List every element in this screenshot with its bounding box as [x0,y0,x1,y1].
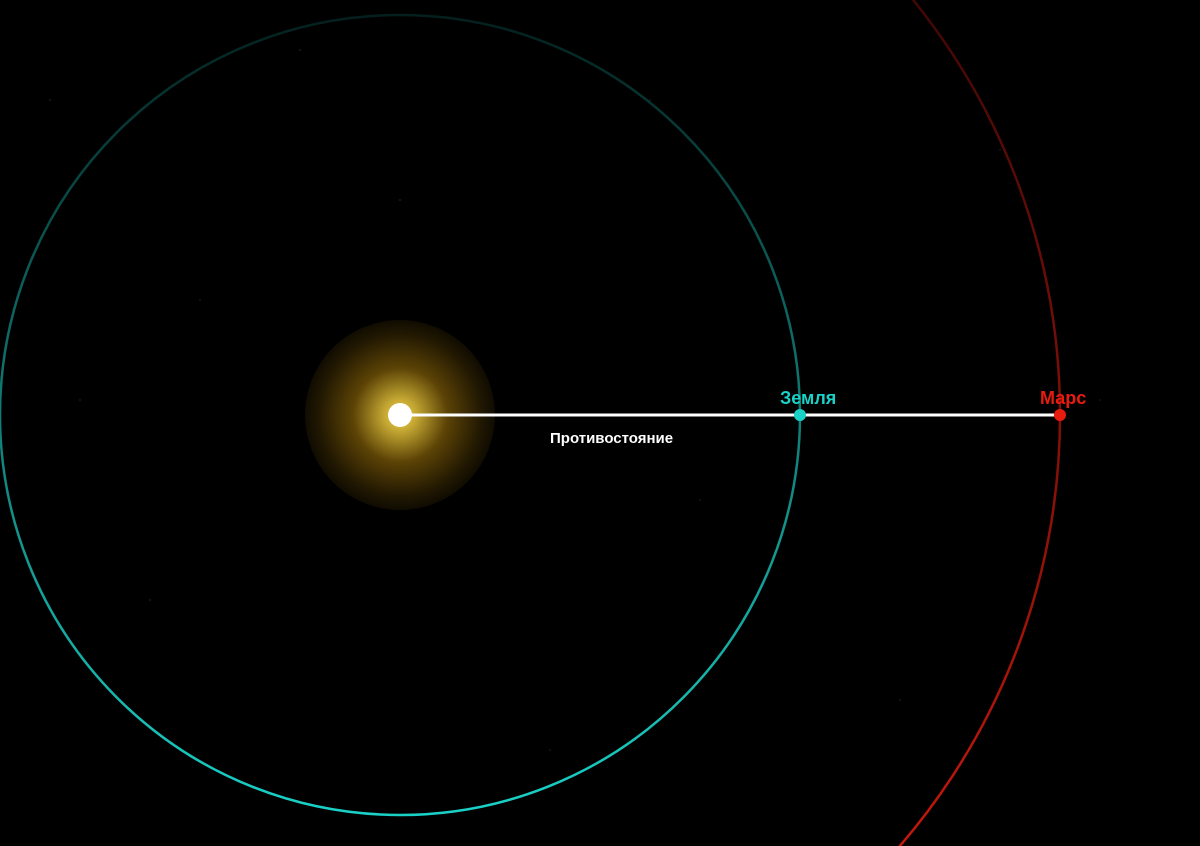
sun-core [388,403,412,427]
mars-label: Марс [1040,388,1086,409]
mars-planet [1054,409,1066,421]
mars-orbit [0,0,1060,846]
earth-planet [794,409,806,421]
opposition-label: Противостояние [550,430,673,447]
orbital-diagram-svg [0,0,1200,846]
earth-label: Земля [780,388,836,409]
